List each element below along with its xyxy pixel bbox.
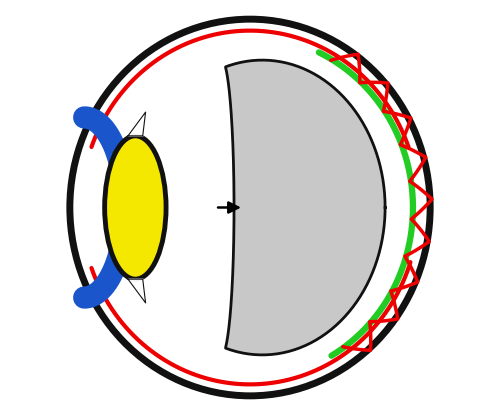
Polygon shape: [128, 112, 146, 136]
Ellipse shape: [70, 19, 430, 396]
Ellipse shape: [104, 136, 166, 279]
Polygon shape: [128, 279, 146, 303]
Polygon shape: [226, 60, 385, 355]
FancyBboxPatch shape: [112, 212, 122, 256]
FancyBboxPatch shape: [112, 151, 122, 203]
